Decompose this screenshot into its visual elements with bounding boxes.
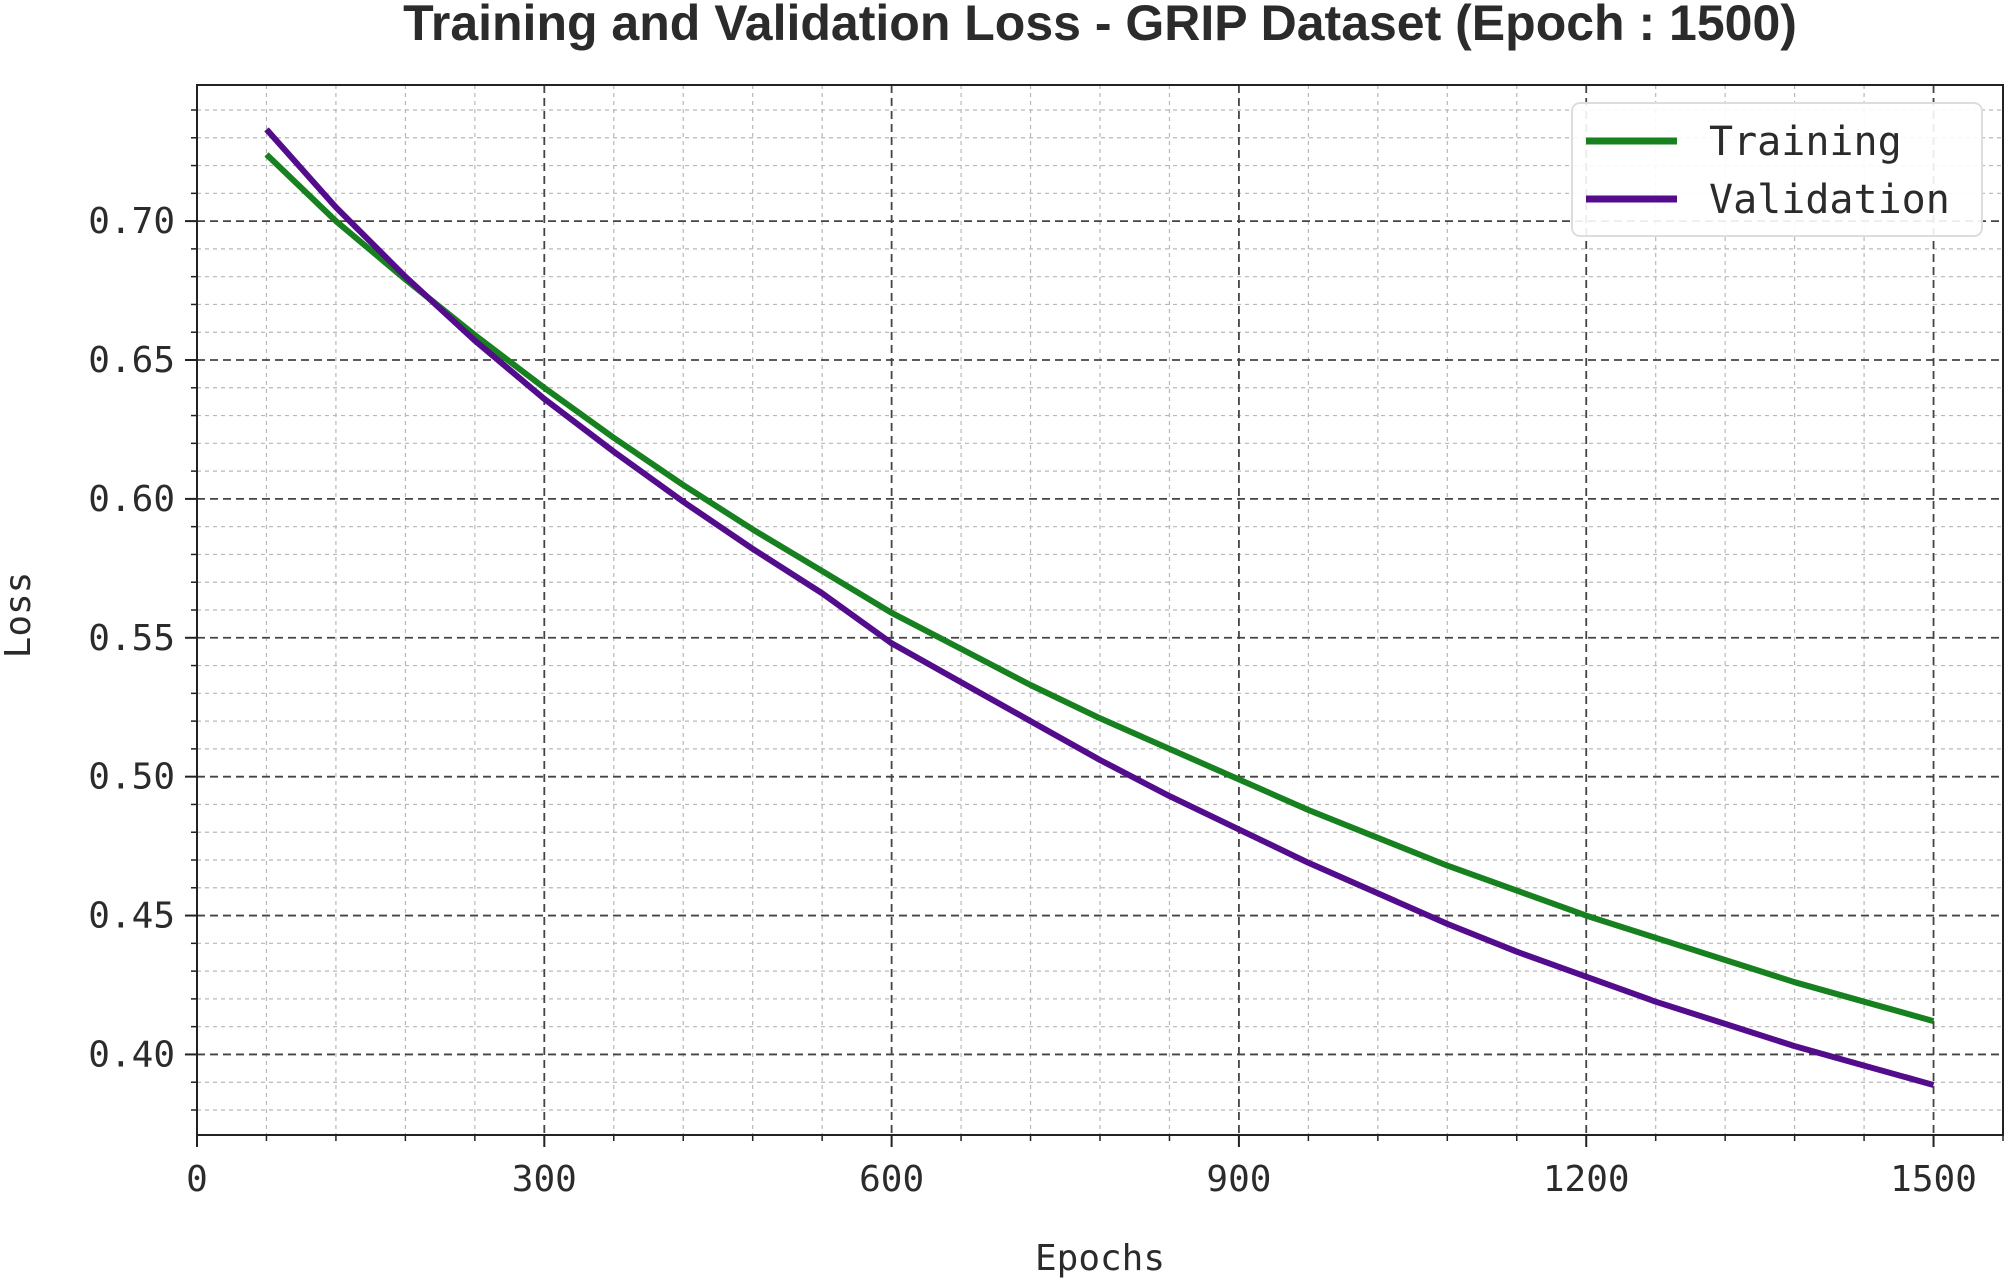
x-tick-label: 600: [859, 1159, 924, 1200]
x-tick-label: 900: [1206, 1159, 1271, 1200]
y-axis-ticks: 0.40 0.45 0.50 0.55 0.60 0.65 0.70: [88, 109, 197, 1111]
x-tick-label: 300: [512, 1159, 577, 1200]
x-tick-label: 1500: [1890, 1159, 1977, 1200]
y-tick-label: 0.60: [88, 479, 175, 520]
y-tick-label: 0.55: [88, 618, 175, 659]
series-line-training: [264, 152, 1935, 1024]
y-tick-label: 0.50: [88, 757, 175, 798]
series-lines: [264, 127, 1935, 1088]
chart-title: Training and Validation Loss - GRIP Data…: [403, 0, 1797, 51]
legend-label-validation: Validation: [1709, 177, 1950, 223]
x-tick-label: 1200: [1543, 1159, 1630, 1200]
y-tick-label: 0.45: [88, 896, 175, 937]
y-tick-label: 0.40: [88, 1034, 175, 1075]
x-axis-ticks: 0 300 600 900 1200 1500: [186, 1135, 2004, 1200]
series-line-validation: [264, 127, 1935, 1088]
x-axis-label: Epochs: [1035, 1238, 1165, 1279]
y-tick-label: 0.70: [88, 201, 175, 242]
y-axis-label: Loss: [0, 572, 39, 659]
y-tick-label: 0.65: [88, 340, 175, 381]
legend-box: [1571, 102, 1983, 237]
grid: [196, 85, 2004, 1135]
legend: Training Validation: [1571, 102, 1983, 237]
plot-frame: [196, 84, 2004, 1136]
x-tick-label: 0: [186, 1159, 208, 1200]
legend-label-training: Training: [1709, 119, 1902, 165]
